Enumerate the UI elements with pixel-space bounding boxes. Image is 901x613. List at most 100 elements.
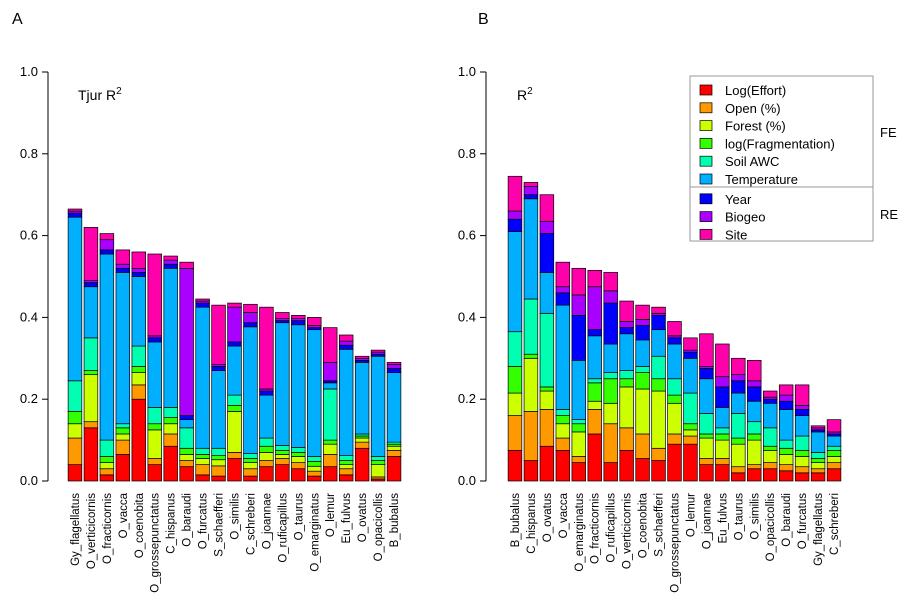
panel-b-bar-O_similis-6 <box>747 386 762 402</box>
panel-b-bar-Eu_fulvus-1 <box>715 458 730 465</box>
panel-b-bar-O_baraudi-6 <box>778 400 794 410</box>
panel-b-bar-O_baraudi-2 <box>778 454 794 465</box>
legend-swatch-4 <box>699 155 713 167</box>
panel-a-bar-O_lemur-8 <box>323 327 338 363</box>
panel-a-bar-O_ruficapillus-2 <box>275 454 290 459</box>
panel-b-bar-O_ovatus-2 <box>539 390 555 410</box>
panel-a-bar-O_grossepunctatus-3 <box>147 423 162 431</box>
panel-a-bar-C_hispanus-6 <box>163 263 178 269</box>
panel-b-bar-O_opacicollis-2 <box>762 449 778 463</box>
panel-a-bar-O_grossepunctatus-5 <box>147 341 162 408</box>
panel-b-bar-O_emarginatus-7 <box>571 294 586 316</box>
panel-b-bar-S_schaefferi-8 <box>651 306 666 314</box>
panel-b-bar-C_schreberi-0 <box>826 468 842 482</box>
panel-b-bar-O_lemur-1 <box>683 435 698 445</box>
panel-b-bar-O_joannae-8 <box>699 333 714 367</box>
panel-a-bar-O_ovatus-1 <box>354 441 370 449</box>
panel-b-bar-O_ovatus-6 <box>539 233 555 273</box>
panel-a-x-tick-label: O_ruficapillus <box>277 493 289 563</box>
legend-swatch-1 <box>699 102 713 114</box>
panel-b-bar-O_ovatus-1 <box>539 409 555 447</box>
panel-a-bar-Gy_flagellatus-3 <box>67 411 83 425</box>
panel-a-bar-O_coenobita-6 <box>131 272 146 277</box>
panel-a-bar-O_opacicollis-5 <box>370 355 386 457</box>
panel-a-bar-O_baraudi-5 <box>179 419 194 429</box>
panel-a-bar-O_fracticornis-6 <box>99 249 115 255</box>
panel-b-y-tick-label: 0.4 <box>458 309 476 324</box>
panel-a-x-tick-label: O_grossepunctatus <box>150 493 162 593</box>
panel-a-bar-Gy_flagellatus-4 <box>67 380 83 412</box>
panel-a-bar-C_schreberi-6 <box>243 322 258 328</box>
panel-b-bar-O_vacca-4 <box>555 409 571 416</box>
panel-b-bar-C_schreberi-8 <box>826 419 842 433</box>
panel-a-bar-O_furcatus-6 <box>195 302 210 308</box>
panel-a-bar-O_verticicornis-4 <box>83 337 99 371</box>
panel-b-bar-O_taurus-5 <box>731 392 746 414</box>
panel-a-bar-O_ovatus-2 <box>354 437 370 443</box>
panel-a-bar-O_joannae-5 <box>259 394 274 439</box>
panel-a-bar-Eu_fulvus-1 <box>338 468 354 476</box>
panel-b-bar-O_taurus-6 <box>731 380 746 394</box>
panel-b-bar-O_opacicollis-0 <box>762 468 778 482</box>
panel-a-bar-O_joannae-3 <box>259 445 274 453</box>
panel-a-bar-O_emarginatus-1 <box>307 470 322 477</box>
panel-a-bar-O_coenobita-5 <box>131 276 146 347</box>
panel-b-bar-O_joannae-0 <box>699 464 714 482</box>
panel-a-bar-O_joannae-1 <box>259 460 274 468</box>
panel-b-bar-O_vacca-0 <box>555 449 571 482</box>
panel-a-bar-B_bubalus-1 <box>386 449 402 457</box>
panel-b-x-tick-label: Eu_fulvus <box>717 493 729 544</box>
panel-b-x-tick-label: O_taurus <box>733 493 745 541</box>
panel-b-bar-O_joannae-4 <box>699 413 714 435</box>
panel-a-bar-O_fracticornis-8 <box>99 233 115 241</box>
panel-a-bar-C_hispanus-4 <box>163 407 178 418</box>
panel-a-bar-O_verticicornis-2 <box>83 374 99 423</box>
panel-a-bar-O_lemur-1 <box>323 454 338 468</box>
panel-b-bar-O_coenobita-6 <box>635 325 650 341</box>
panel-a-bar-O_vacca-6 <box>115 267 131 273</box>
panel-a-bar-O_lemur-0 <box>323 466 338 482</box>
panel-b-x-tick-label: O_ruficapillus <box>606 493 618 563</box>
legend-group-re: RE <box>880 207 898 222</box>
panel-b-bar-O_fracticornis-0 <box>587 433 602 482</box>
panel-a-bar-B_bubalus-6 <box>386 368 402 373</box>
panel-a-x-tick-label: C_schreberi <box>245 493 257 555</box>
panel-a-bar-O_fracticornis-0 <box>99 474 115 482</box>
panel-b-bar-O_joannae-5 <box>699 378 714 414</box>
panel-b-bar-O_furcatus-5 <box>794 415 810 437</box>
legend-label-4: Soil AWC <box>725 154 779 169</box>
panel-b-bar-O_coenobita-7 <box>635 319 650 326</box>
panel-a-plot: 0.0 0.2 0.4 0.6 0.8 1.0 Gy_flagellatus O_vertic… <box>20 64 402 593</box>
panel-b-bar-B_bubalus-1 <box>507 415 523 451</box>
panel-b-bar-C_schreberi-1 <box>826 462 842 470</box>
panel-b-bar-O_lemur-8 <box>683 337 698 351</box>
panel-a-bar-Eu_fulvus-5 <box>338 348 354 456</box>
panel-b-bar-Eu_fulvus-5 <box>715 407 730 429</box>
panel-a-x-tick-label: O_opacicollis <box>373 493 385 562</box>
panel-b-bar-B_bubalus-7 <box>507 210 523 220</box>
panel-a-bar-O_grossepunctatus-2 <box>147 429 162 459</box>
panel-a-bar-C_hispanus-3 <box>163 417 178 425</box>
panel-b-bar-Gy_flagellatus-5 <box>810 431 826 453</box>
panel-b-bar-O_taurus-0 <box>731 472 746 482</box>
panel-b-bar-O_opacicollis-6 <box>762 398 778 404</box>
panel-b-bar-O_opacicollis-5 <box>762 402 778 429</box>
panel-a-bar-O_ovatus-5 <box>354 362 370 435</box>
panel-b-x-tick-label: O_lemur <box>685 493 697 537</box>
panel-b-x-tick-label: O_grossepunctatus <box>670 493 682 593</box>
panel-b-y-tick-label: 0.0 <box>458 473 476 488</box>
panel-a-bar-O_taurus-2 <box>291 456 306 463</box>
panel-a-bar-C_hispanus-7 <box>163 259 178 265</box>
panel-b-bar-O_grossepunctatus-2 <box>667 402 682 435</box>
panel-b-bar-O_lemur-6 <box>683 351 698 359</box>
panel-b-bar-O_fracticornis-6 <box>587 329 602 337</box>
panel-b-bar-O_taurus-7 <box>731 374 746 382</box>
panel-a-y-tick-label: 0.8 <box>20 146 38 161</box>
panel-b-bar-Gy_flagellatus-1 <box>810 468 826 474</box>
panel-b-bar-O_furcatus-7 <box>794 404 810 410</box>
legend-label-1: Open (%) <box>725 101 781 116</box>
panel-a-bar-C_hispanus-2 <box>163 423 178 435</box>
panel-b-bar-O_baraudi-1 <box>778 464 794 472</box>
panel-a-bar-O_ovatus-8 <box>354 355 370 359</box>
legend-swatch-0 <box>699 84 713 96</box>
